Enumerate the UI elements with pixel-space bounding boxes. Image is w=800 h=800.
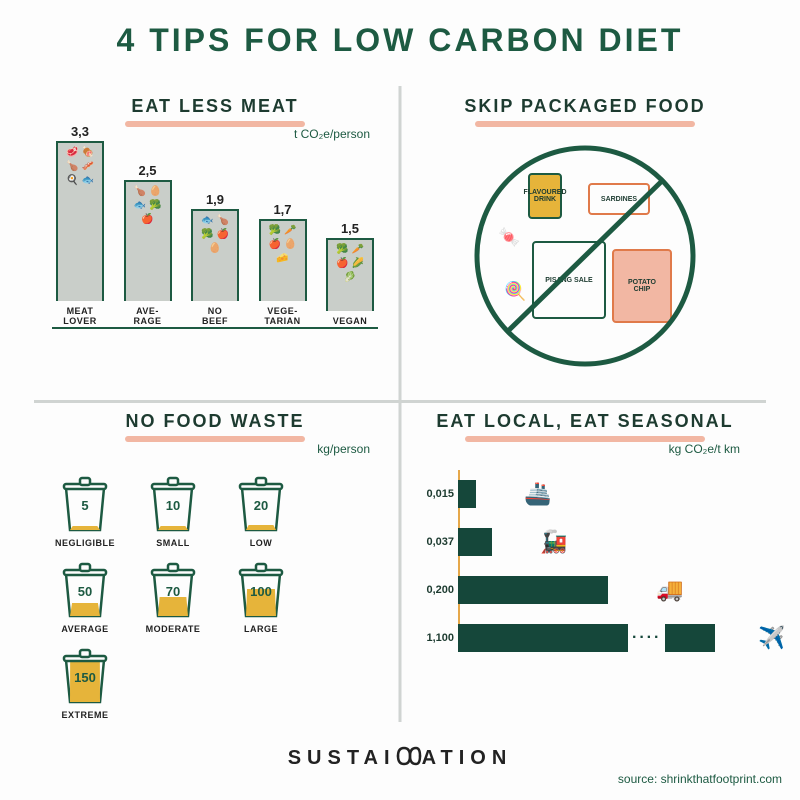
bar-chart: 3,3🥩🍖🍗🥓🍳🐟MEATLOVER2,5🍗🥚🐟🥦🍎AVE-RAGE1,9🐟🍗🥦… [48,147,382,327]
bar: 1,9 🐟🍗🥦🍎🥚 NOBEEF [187,192,243,327]
bin-label: AVERAGE [61,624,108,634]
bar-value: 2,5 [138,163,156,178]
bin: 10 SMALL [140,474,206,548]
bar: 1,5 🥦🥕🍎🌽🥬 VEGAN [322,221,378,327]
bin-label: EXTREME [61,710,108,720]
bin-body: 10 [148,474,198,534]
transport-icon: 🚚 [656,577,683,603]
svg-text:10: 10 [166,498,180,513]
hbar [458,624,628,652]
panel-title: EAT LOCAL, EAT SEASONAL [418,411,752,432]
bar-label: MEATLOVER [63,307,97,327]
bar-label: VEGE-TARIAN [264,307,300,327]
brand-left: SUSTAI [288,747,396,769]
hbar-value: 0,037 [418,536,454,548]
hbar [458,576,608,604]
bar-label: AVE-RAGE [133,307,161,327]
brand-infinity-icon [396,744,422,768]
panel-eat-local: EAT LOCAL, EAT SEASONAL kg CO₂e/t km 0,0… [400,397,770,730]
svg-text:150: 150 [74,670,96,685]
hbar-row: 0,037🚂 [458,518,752,566]
svg-text:5: 5 [81,498,88,513]
hbar-value: 0,015 [418,488,454,500]
hbar [665,624,715,652]
bin-label: NEGLIGIBLE [55,538,115,548]
bar: 1,7 🥦🥕🍎🥚🧀 VEGE-TARIAN [255,202,311,327]
bin-label: LOW [250,538,273,548]
panel-title: SKIP PACKAGED FOOD [418,96,752,117]
panel-no-food-waste: NO FOOD WASTE kg/person 5 NEGLIGIBLE 10 SMA… [30,397,400,730]
bar-icons: 🍗🥚🐟🥦🍎 [130,186,166,297]
transport-icon: 🚢 [524,481,551,507]
transport-icon: ✈️ [758,625,785,651]
hbar-row: 0,015🚢 [458,470,752,518]
bar: 3,3 🥩🍖🍗🥓🍳🐟 MEATLOVER [52,124,108,327]
unit-label: kg/person [48,442,382,456]
bar-value: 1,5 [341,221,359,236]
bin-label: MODERATE [146,624,201,634]
bar-icons: 🐟🍗🥦🍎🥚 [197,215,233,297]
bar-icons: 🥦🥕🍎🌽🥬 [332,244,368,307]
bin-body: 20 [236,474,286,534]
bar: 2,5 🍗🥚🐟🥦🍎 AVE-RAGE [120,163,176,327]
bar-value: 1,9 [206,192,224,207]
bin: 50 AVERAGE [52,560,118,634]
bin-label: SMALL [156,538,190,548]
bar-icons: 🥩🍖🍗🥓🍳🐟 [62,147,98,297]
bar-baseline [52,327,378,329]
panel-eat-less-meat: EAT LESS MEAT t CO₂e/person 3,3🥩🍖🍗🥓🍳🐟MEA… [30,82,400,397]
svg-text:50: 50 [78,584,92,599]
hbar [458,528,492,556]
panel-title: EAT LESS MEAT [48,96,382,117]
underline [475,121,695,127]
brand-logo: SUSTAI ATION [0,744,800,770]
bin-label: LARGE [244,624,278,634]
bin-body: 100 [236,560,286,620]
hbar-row: 0,200🚚 [458,566,752,614]
bin: 150 EXTREME [52,646,118,720]
no-symbol: FLAVOUREDDRINKSARDINESPISANG SALEPOTATOC… [470,141,700,371]
svg-text:20: 20 [254,498,268,513]
bar-icons: 🥦🥕🍎🥚🧀 [265,225,301,297]
panel-title: NO FOOD WASTE [48,411,382,432]
bin-body: 50 [60,560,110,620]
hbar-value: 1,100 [418,632,454,644]
bin-body: 5 [60,474,110,534]
bin: 70 MODERATE [140,560,206,634]
bar-value: 3,3 [71,124,89,139]
hbar-row: 1,100····✈️ [458,614,752,662]
bin-body: 150 [60,646,110,706]
hbar-chart: 0,015🚢0,037🚂0,200🚚1,100····✈️ [418,470,752,662]
panels-grid: EAT LESS MEAT t CO₂e/person 3,3🥩🍖🍗🥓🍳🐟MEA… [30,82,770,730]
bins-grid: 5 NEGLIGIBLE 10 SMALL 20 LOW 50 AVERAGE 70 MODERA… [48,474,382,720]
svg-text:70: 70 [166,584,180,599]
brand-right: ATION [422,747,513,769]
bin: 100 LARGE [228,560,294,634]
hbar-value: 0,200 [418,584,454,596]
svg-text:100: 100 [250,584,272,599]
bin: 5 NEGLIGIBLE [52,474,118,548]
bar-label: VEGAN [333,317,368,327]
hbar [458,480,476,508]
panel-skip-packaged: SKIP PACKAGED FOOD FLAVOUREDDRINKSARDINE… [400,82,770,397]
bin: 20 LOW [228,474,294,548]
source-attribution: source: shrinkthatfootprint.com [618,772,782,786]
bar-value: 1,7 [273,202,291,217]
transport-icon: 🚂 [540,529,567,555]
bin-body: 70 [148,560,198,620]
page-title: 4 TIPS FOR LOW CARBON DIET [0,0,800,59]
bar-label: NOBEEF [202,307,228,327]
unit-label: kg CO₂e/t km [418,442,752,456]
no-circle-outline [470,141,700,371]
